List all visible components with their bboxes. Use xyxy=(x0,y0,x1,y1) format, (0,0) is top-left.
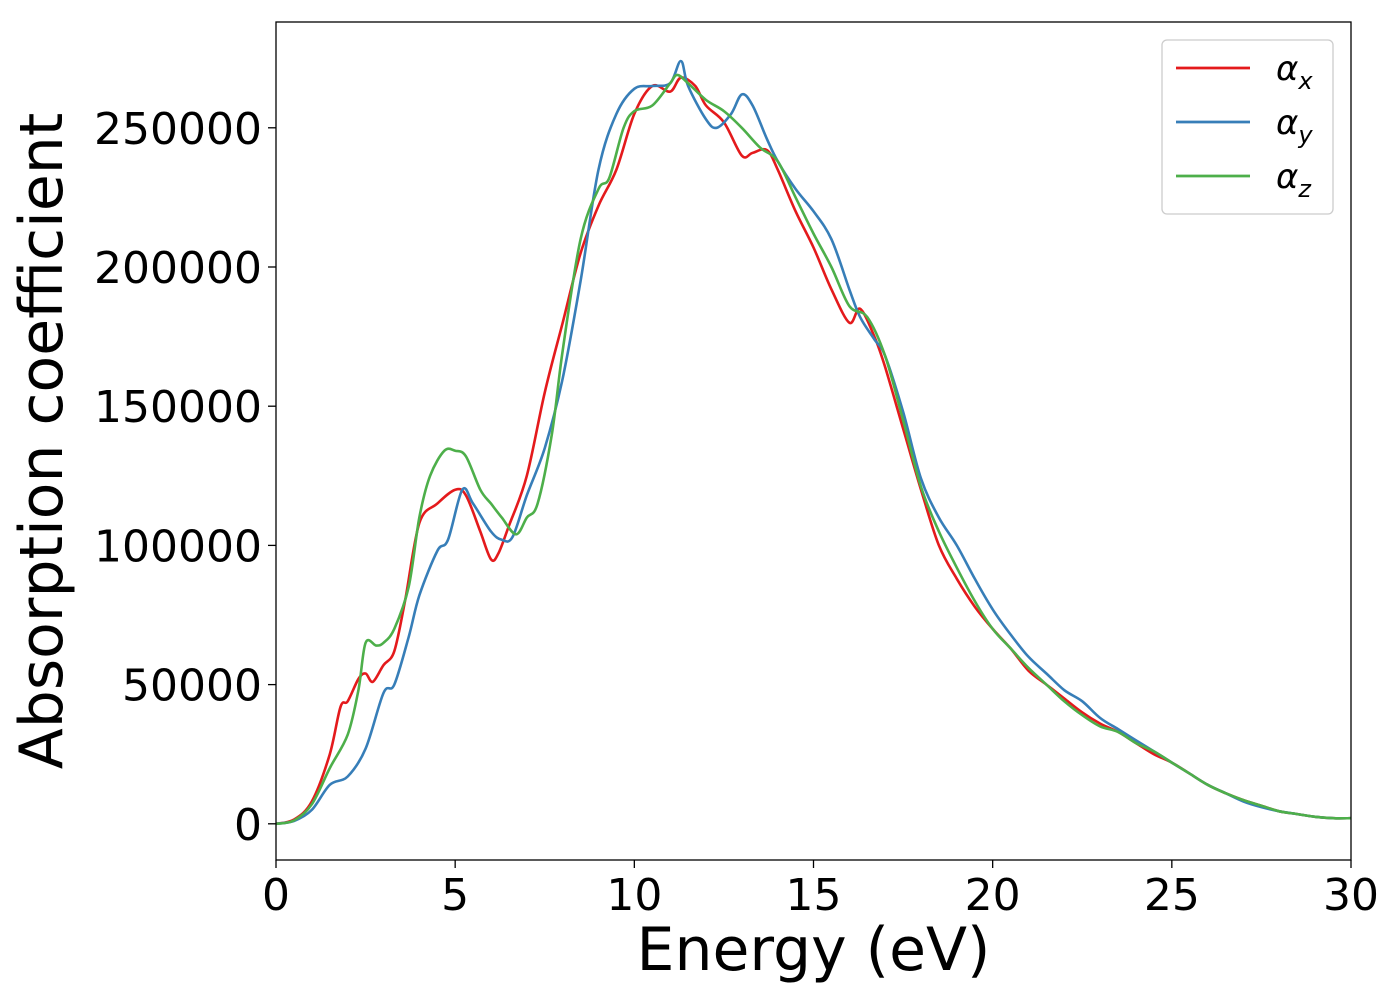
series-line-3 xyxy=(276,73,1351,826)
y-tick-label: 250000 xyxy=(94,104,262,155)
x-tick-label: 5 xyxy=(441,870,469,921)
y-tick-label: 50000 xyxy=(122,661,262,712)
x-tick-label: 20 xyxy=(965,870,1021,921)
ticks-layer: 0 5 10 15 20 25 30 0 50000 100000 150000 200000 2500… xyxy=(94,104,1379,921)
y-axis-label: Absorption coefficient xyxy=(7,113,77,770)
series-layer xyxy=(276,59,1351,826)
y-tick-label: 150000 xyxy=(94,382,262,433)
y-tick-label: 100000 xyxy=(94,521,262,572)
x-tick-label: 0 xyxy=(262,870,290,921)
y-tick-label: 0 xyxy=(234,800,262,851)
x-tick-label: 25 xyxy=(1144,870,1200,921)
x-axis-label: Energy (eV) xyxy=(637,915,991,985)
legend: αx αy αz xyxy=(1161,39,1334,215)
legend-label: αz xyxy=(1276,157,1312,203)
x-tick-label: 15 xyxy=(786,870,842,921)
legend-box xyxy=(1161,39,1334,215)
legend-label: αy xyxy=(1276,103,1313,149)
x-tick-label: 30 xyxy=(1323,870,1379,921)
x-tick-label: 10 xyxy=(606,870,662,921)
legend-label: αx xyxy=(1276,49,1313,95)
y-tick-label: 200000 xyxy=(94,243,262,294)
